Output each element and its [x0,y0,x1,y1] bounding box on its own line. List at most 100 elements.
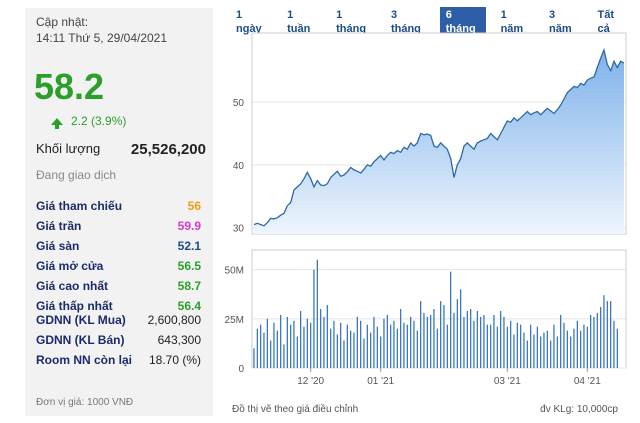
volume-bar [566,330,568,368]
volume-bar [520,324,522,368]
volume-bar [253,348,255,368]
volume-bar [376,326,378,368]
volume-bar [416,330,418,368]
volume-bar [263,332,265,368]
volume-bar [316,259,318,368]
foreign-row: GDNN (KL Bán) 643,300 [36,330,201,350]
volume-label: Khối lượng [36,141,101,156]
price-row-label: Giá mở cửa [36,259,104,273]
volume-bar [523,332,525,368]
volume-bar [593,316,595,368]
volume-bar [580,330,582,368]
tab-1[interactable]: 1 tuần [287,9,311,35]
price-change-value: 2.2 (3.9%) [71,114,127,128]
volume-bar [490,324,492,368]
volume-bar [463,316,465,368]
volume-bar [403,322,405,368]
volume-bar [450,271,452,368]
volume-bar [396,328,398,368]
volume-bar [533,334,535,368]
volume-bar [563,322,565,368]
foreign-row-label: GDNN (KL Bán) [36,333,125,347]
volume-bar [300,311,302,368]
chart-note: Đồ thị vẽ theo giá điều chỉnh [232,404,359,415]
volume-bar [510,320,512,368]
volume-bar [310,322,312,368]
trading-status: Đang giao dịch [36,168,117,182]
volume-bar [446,324,448,368]
volume-bar [400,309,402,368]
price-tick-label: 40 [233,161,245,172]
volume-bar [430,314,432,368]
volume-bar [276,330,278,368]
volume-bar [320,309,322,368]
tab-0[interactable]: 1 ngày [236,9,262,35]
volume-bar [360,320,362,368]
foreign-row-label: Room NN còn lại [36,353,133,367]
price-row-value: 52.1 [177,239,201,253]
volume-bar [280,314,282,368]
volume-bar [386,314,388,368]
volume-bar [306,318,308,368]
volume-bar [516,322,518,368]
volume-bar [540,336,542,368]
volume-bar [313,269,315,368]
volume-bar [333,320,335,368]
volume-bar [286,316,288,368]
volume-bar [370,332,372,368]
update-label: Cập nhật: [36,15,89,29]
volume-bar [413,320,415,368]
update-info: Cập nhật: 14:11 Thứ 5, 29/04/2021 [36,14,167,46]
volume-bar [323,316,325,368]
foreign-row: GDNN (KL Mua) 2,600,800 [36,310,201,330]
volume-bar [500,311,502,368]
volume-bar [583,324,585,368]
arrow-up-icon [51,117,63,129]
price-row-label: Giá tham chiếu [36,199,123,213]
volume-bar [296,336,298,368]
volume-bar [330,328,332,368]
volume-value: 25,526,200 [130,141,206,158]
price-tick-label: 30 [233,224,245,235]
foreign-row-label: GDNN (KL Mua) [36,313,126,327]
volume-bar [616,328,618,368]
volume-bar [480,316,482,368]
volume-bar [293,320,295,368]
tab-4[interactable]: 6 tháng [439,7,486,37]
tab-3[interactable]: 3 tháng [390,9,421,35]
foreign-row-value: 2,600,800 [147,313,201,327]
x-tick-label: 03 '21 [494,376,521,387]
volume-bar [576,320,578,368]
volume-bar [553,324,555,368]
volume-bar [436,328,438,368]
volume-bar [426,316,428,368]
volume-bar [443,305,445,368]
price-row: Giá tham chiếu 56 [36,196,201,216]
volume-tick-label: 0 [238,364,244,375]
price-row: Giá trần 59.9 [36,216,201,236]
volume-bar [590,314,592,368]
volume-bar [420,301,422,368]
volume-bar [543,332,545,368]
volume-bar [546,330,548,368]
price-row-label: Giá thấp nhất [36,299,113,313]
volume-bar [530,324,532,368]
volume-bar [476,311,478,368]
volume-bar [350,330,352,368]
volume-bar [440,301,442,368]
volume-bar [456,299,458,368]
volume-panel-frame [251,249,627,369]
tab-7[interactable]: Tất cả [597,9,615,35]
price-row: Giá mở cửa 56.5 [36,256,201,276]
price-row-label: Giá cao nhất [36,279,109,293]
tab-5[interactable]: 1 năm [500,9,524,35]
tab-6[interactable]: 3 năm [549,9,572,35]
period-tabs: 1 ngày 1 tuần 1 tháng 3 tháng 6 tháng 1 năm 3 … [230,7,640,37]
foreign-row-value: 18.70 (%) [148,353,201,367]
volume-bar [596,312,598,368]
volume-bar [513,334,515,368]
volume-bar [573,328,575,368]
tab-2[interactable]: 1 tháng [336,9,367,35]
volume-bar [470,309,472,368]
